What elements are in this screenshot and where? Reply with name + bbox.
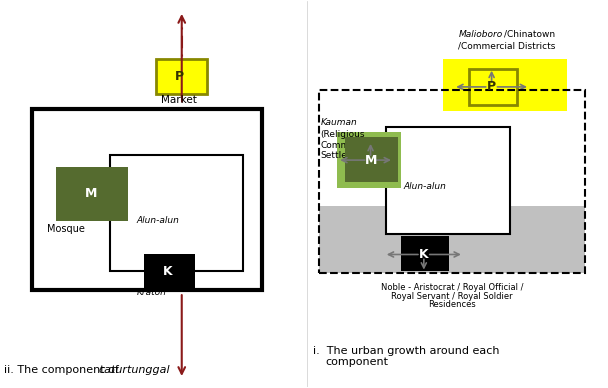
FancyBboxPatch shape (337, 132, 401, 188)
Text: Kraton: Kraton (137, 288, 167, 297)
Text: M: M (364, 154, 377, 166)
Text: Mosque: Mosque (47, 223, 85, 234)
Text: K: K (419, 248, 429, 261)
FancyBboxPatch shape (156, 59, 207, 94)
FancyBboxPatch shape (32, 109, 261, 290)
Text: Community): Community) (320, 140, 376, 150)
Text: Market: Market (161, 95, 197, 105)
Text: Malioboro: Malioboro (458, 29, 503, 39)
Text: P: P (174, 70, 184, 83)
FancyBboxPatch shape (319, 206, 586, 273)
FancyBboxPatch shape (401, 236, 449, 271)
Text: /Commercial Districts: /Commercial Districts (458, 42, 556, 51)
Text: caturtunggal: caturtunggal (98, 365, 170, 375)
Text: component: component (325, 357, 388, 367)
Bar (319, 90, 586, 273)
Text: Kauman: Kauman (320, 118, 357, 127)
Text: M: M (85, 187, 97, 201)
Text: K: K (163, 265, 173, 277)
FancyBboxPatch shape (110, 156, 243, 271)
Text: /Chinatown: /Chinatown (503, 29, 555, 39)
FancyBboxPatch shape (469, 69, 517, 106)
Text: i.  The urban growth around each: i. The urban growth around each (313, 346, 500, 356)
Text: ii. The component of: ii. The component of (4, 365, 123, 375)
FancyBboxPatch shape (56, 167, 128, 221)
Text: Royal Servant / Royal Soldier: Royal Servant / Royal Soldier (392, 292, 513, 301)
FancyBboxPatch shape (443, 59, 567, 111)
FancyBboxPatch shape (143, 254, 195, 288)
Text: Alun-alun: Alun-alun (136, 217, 179, 225)
FancyBboxPatch shape (385, 126, 510, 234)
Text: Noble - Aristocrat / Royal Official /: Noble - Aristocrat / Royal Official / (381, 283, 523, 292)
Text: Residences: Residences (429, 300, 476, 310)
Text: (Religious: (Religious (320, 130, 365, 139)
Text: P: P (487, 80, 496, 94)
Text: Settlement: Settlement (320, 151, 371, 160)
FancyBboxPatch shape (345, 137, 398, 182)
Text: Alun-alun: Alun-alun (404, 182, 446, 191)
